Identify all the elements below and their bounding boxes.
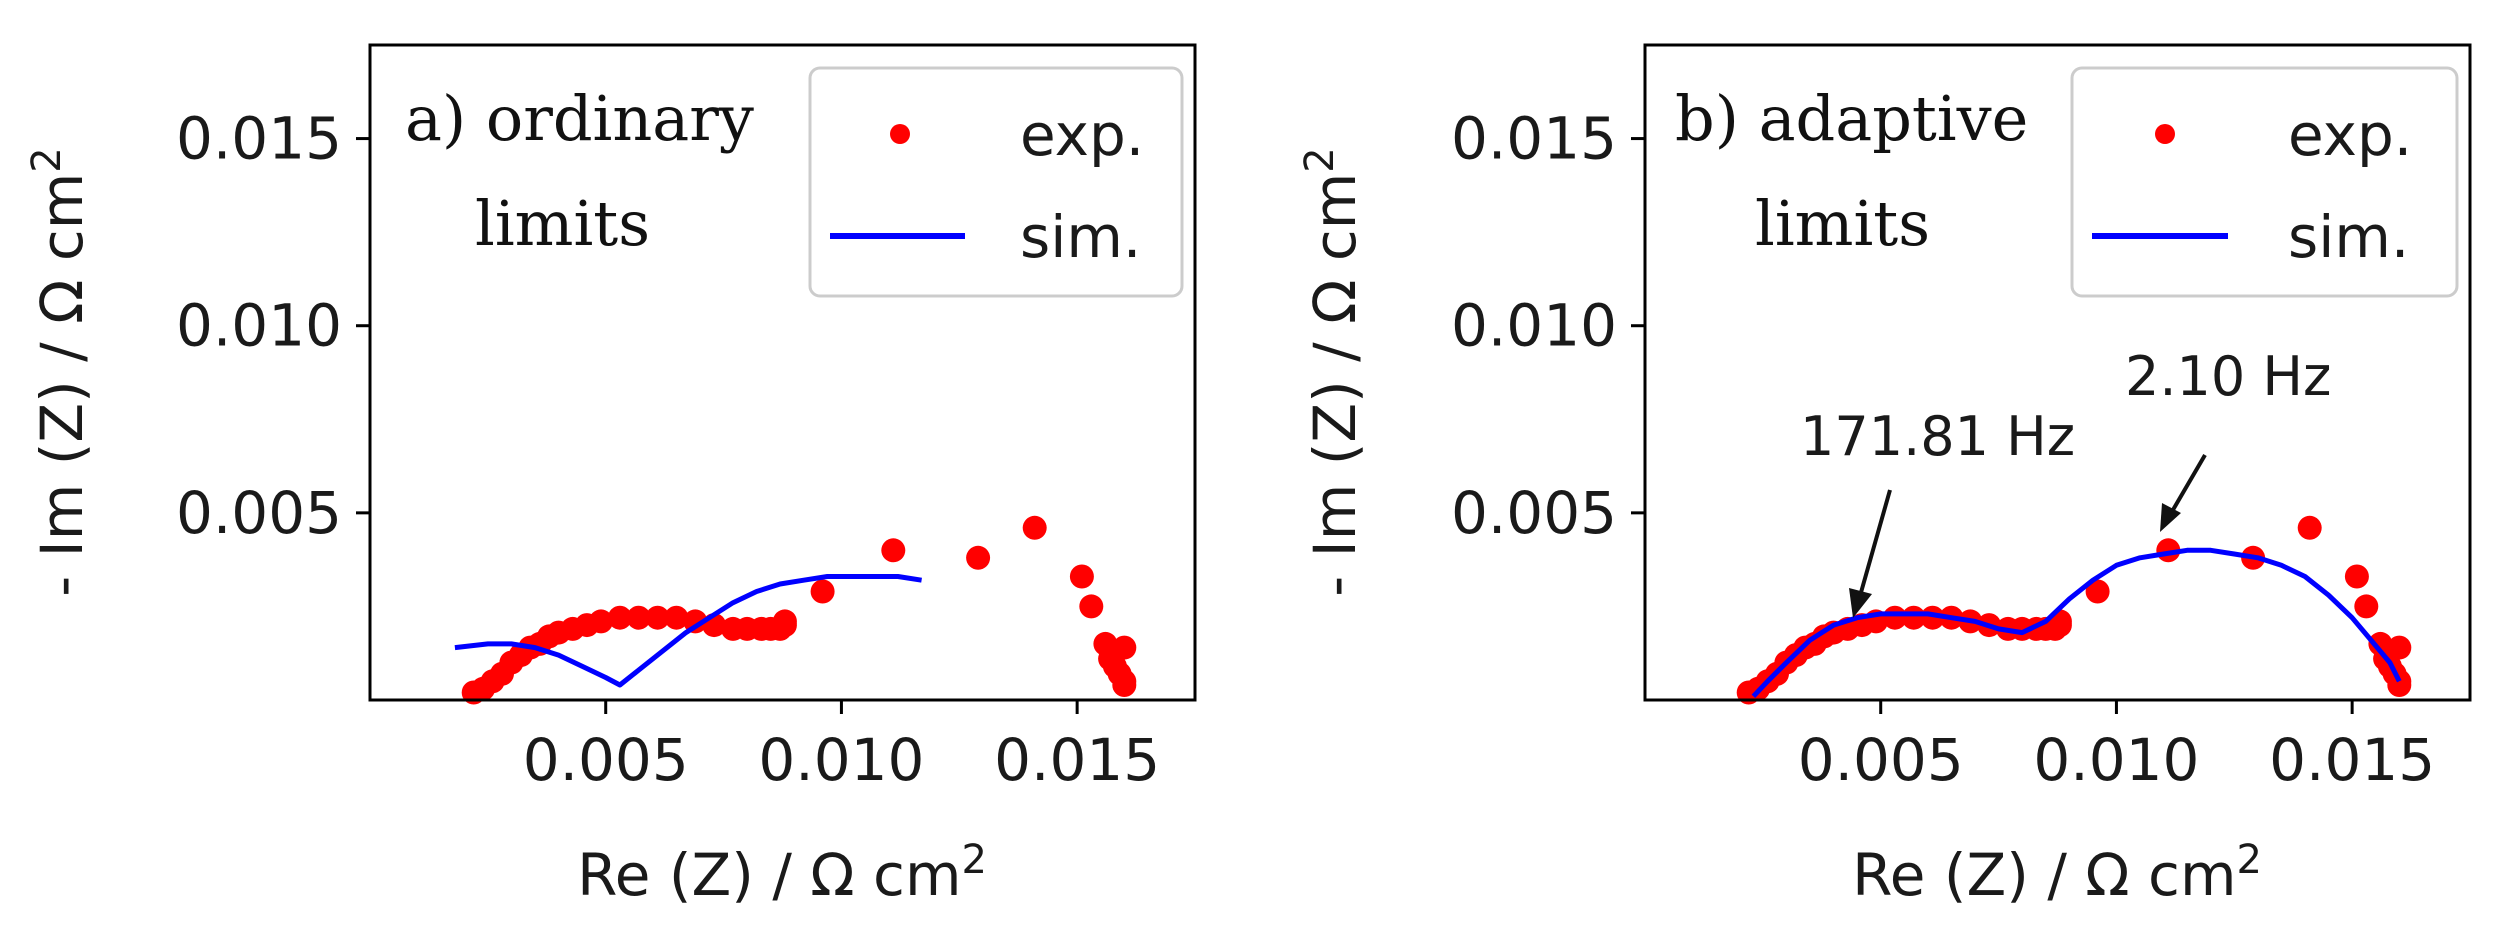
x-tick-label: 0.005 [1798, 726, 1964, 794]
exp-data-point [810, 579, 835, 604]
annotation-210hz-label: 2.10 Hz [2125, 345, 2331, 408]
y-axis-label: - Im (Z) / Ω cm2 [1297, 147, 1369, 596]
exp-data-point [589, 609, 613, 634]
legend-sim-label: sim. [1020, 203, 1141, 271]
exp-data-point [664, 605, 689, 630]
y-axis-label: - Im (Z) / Ω cm2 [24, 147, 96, 596]
exp-data-point [645, 605, 670, 630]
plot-area-frame [1643, 43, 2472, 702]
x-axis-label: Re (Z) / Ω cm2 [577, 837, 987, 909]
x-axis-label: Re (Z) / Ω cm2 [1852, 837, 2262, 909]
legend: exp. sim. [2070, 66, 2459, 298]
annotation-171hz-arrowhead [1849, 588, 1872, 618]
exp-data-point [1079, 594, 1104, 619]
x-tick-label: 0.010 [758, 726, 924, 794]
panel-a-label: a) ordinary limits [405, 82, 754, 260]
legend-exp-marker [2155, 124, 2175, 144]
panel-b-label: b) adaptive limits [1675, 82, 2028, 260]
y-tick-label: 0.005 [176, 479, 342, 547]
sim-series-line [1751, 547, 2402, 699]
exp-data-point [607, 605, 632, 630]
exp-data-point [2354, 594, 2379, 619]
annotation-210hz: 2.10 Hz [2125, 345, 2331, 532]
exp-data-point [1022, 515, 1047, 540]
panel-label-line2: limits [1755, 187, 1930, 260]
y-tick-label: 0.010 [176, 292, 342, 360]
annotation-171hz-label: 171.81 Hz [1800, 405, 2075, 468]
exp-data-point [966, 545, 991, 570]
y-tick-label: 0.015 [176, 105, 342, 173]
annotation-210hz-arrowhead [2160, 503, 2181, 532]
exp-data-point [2085, 579, 2110, 604]
annotation-210hz-arrow [2168, 453, 2207, 517]
exp-data-point [2387, 635, 2412, 660]
legend-exp-label: exp. [2288, 101, 2412, 169]
exp-data-point [1112, 673, 1137, 697]
y-tick-label: 0.010 [1451, 292, 1617, 360]
exp-data-point [2387, 673, 2412, 697]
panel-label-line1: a) ordinary [405, 82, 754, 155]
exp-data-point [1112, 635, 1137, 660]
legend: exp. sim. [808, 66, 1184, 298]
exp-data-point [1069, 564, 1094, 589]
x-tick-label: 0.005 [523, 726, 689, 794]
exp-data-point [772, 609, 797, 634]
y-tick-label: 0.015 [1451, 105, 1617, 173]
exp-data-point [626, 605, 651, 630]
panel-b: b) adaptive limits exp. sim. 171.81 Hz 2… [1297, 43, 2472, 909]
panel-label-line1: b) adaptive [1675, 82, 2028, 155]
sim-series-line [454, 574, 922, 688]
plot-area-frame [368, 43, 1197, 702]
y-tick-label: 0.005 [1451, 479, 1617, 547]
x-tick-label: 0.015 [994, 726, 1160, 794]
exp-data-point [881, 538, 906, 563]
panel-a: a) ordinary limits exp. sim. - Im (Z) / … [24, 43, 1197, 909]
legend-exp-marker [890, 124, 910, 144]
x-tick-label: 0.010 [2033, 726, 2199, 794]
exp-data-point [2344, 564, 2369, 589]
exp-data-point [683, 609, 708, 634]
legend-exp-label: exp. [1020, 101, 1144, 169]
panel-label-line2: limits [475, 187, 650, 260]
x-tick-label: 0.015 [2269, 726, 2435, 794]
legend-sim-label: sim. [2288, 203, 2409, 271]
annotation-171hz-arrow [1858, 489, 1892, 597]
exp-data-point [2297, 515, 2322, 540]
annotation-171hz: 171.81 Hz [1800, 405, 2075, 618]
